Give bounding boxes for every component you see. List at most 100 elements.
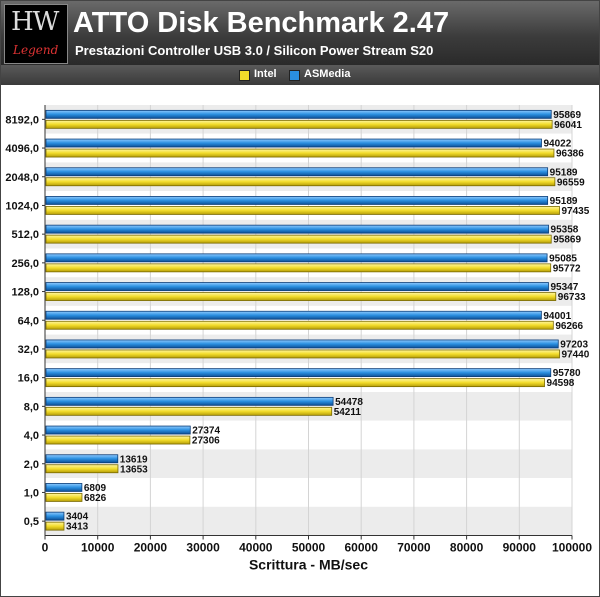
value-label-asmedia: 27374 — [192, 426, 220, 437]
value-label-intel: 95772 — [553, 263, 581, 274]
y-tick-label: 1024,0 — [5, 200, 39, 212]
legend-swatch-intel — [239, 70, 250, 81]
bar-intel — [45, 493, 83, 502]
x-tick-label: 20000 — [134, 541, 168, 555]
y-tick-label: 4096,0 — [5, 143, 39, 155]
value-label-asmedia: 94001 — [543, 311, 571, 322]
bar-intel — [45, 234, 552, 244]
bar-asmedia — [45, 253, 548, 263]
value-label-intel: 96733 — [558, 292, 586, 303]
chart-legend: Intel ASMedia — [1, 65, 599, 85]
value-label-intel: 96559 — [557, 177, 585, 188]
bar-intel — [45, 148, 555, 158]
value-label-intel: 6826 — [84, 493, 107, 504]
x-tick-label: 60000 — [345, 541, 379, 555]
chart-header: HW Legend ATTO Disk Benchmark 2.47 Prest… — [1, 1, 599, 65]
x-tick-label: 50000 — [292, 541, 326, 555]
value-label-asmedia: 97203 — [560, 339, 588, 350]
legend-label-intel: Intel — [254, 68, 277, 80]
bar-intel — [45, 406, 333, 416]
value-label-intel: 97435 — [561, 206, 589, 217]
x-axis-title: Scrittura - MB/sec — [249, 557, 368, 573]
bar-intel — [45, 177, 556, 187]
y-tick-label: 64,0 — [18, 315, 39, 327]
legend-label-asmedia: ASMedia — [304, 68, 351, 80]
bar-intel — [45, 435, 191, 445]
value-label-asmedia: 95358 — [551, 225, 579, 236]
value-label-intel: 94598 — [547, 378, 575, 389]
x-tick-label: 10000 — [81, 541, 115, 555]
x-tick-label: 40000 — [239, 541, 273, 555]
value-label-intel: 96386 — [556, 149, 584, 160]
value-label-intel: 96041 — [554, 120, 582, 131]
y-tick-label: 8,0 — [24, 401, 39, 413]
bar-intel — [45, 378, 545, 388]
value-label-asmedia: 95189 — [550, 196, 578, 207]
value-label-intel: 27306 — [192, 436, 220, 447]
x-tick-label: 90000 — [503, 541, 537, 555]
value-label-intel: 13653 — [120, 464, 148, 475]
bar-asmedia — [45, 454, 119, 464]
y-tick-label: 128,0 — [11, 287, 39, 299]
y-tick-label: 0,5 — [24, 516, 39, 528]
bar-asmedia — [45, 339, 559, 349]
value-label-asmedia: 13619 — [120, 454, 148, 465]
value-label-asmedia: 95869 — [553, 110, 581, 121]
bar-asmedia — [45, 368, 552, 378]
y-tick-label: 16,0 — [18, 373, 39, 385]
value-label-asmedia: 95780 — [553, 368, 581, 379]
y-tick-label: 4,0 — [24, 430, 39, 442]
x-tick-label: 70000 — [397, 541, 431, 555]
value-label-asmedia: 54478 — [335, 397, 363, 408]
bar-asmedia — [45, 483, 83, 492]
y-tick-label: 512,0 — [11, 229, 39, 241]
value-label-intel: 54211 — [334, 407, 362, 418]
value-label-asmedia: 3404 — [66, 512, 89, 523]
bar-asmedia — [45, 138, 542, 148]
bar-intel — [45, 206, 560, 215]
value-label-asmedia: 95189 — [550, 167, 578, 178]
value-label-asmedia: 94022 — [543, 139, 571, 150]
value-label-asmedia: 95085 — [549, 253, 577, 264]
value-label-intel: 95869 — [553, 235, 581, 246]
logo-text: HW — [11, 7, 59, 37]
bar-intel — [45, 292, 557, 301]
x-tick-label: 80000 — [450, 541, 484, 555]
bar-intel — [45, 119, 553, 129]
x-tick-label: 100000 — [552, 541, 592, 555]
bar-asmedia — [45, 511, 65, 521]
bar-intel — [45, 464, 119, 474]
y-tick-label: 32,0 — [18, 344, 39, 356]
logo-subtext: Legend — [13, 43, 59, 57]
value-label-intel: 3413 — [66, 522, 89, 533]
bar-intel — [45, 521, 65, 531]
bar-asmedia — [45, 196, 549, 205]
y-tick-label: 2,0 — [24, 459, 39, 471]
bar-asmedia — [45, 282, 549, 291]
bar-asmedia — [45, 224, 549, 234]
y-tick-label: 8192,0 — [5, 114, 39, 126]
bar-asmedia — [45, 396, 334, 406]
bar-asmedia — [45, 425, 191, 435]
x-tick-label: 30000 — [186, 541, 220, 555]
y-tick-label: 2048,0 — [5, 172, 39, 184]
hwlegend-logo: HW Legend — [4, 4, 68, 64]
x-tick-label: 0 — [42, 541, 49, 555]
value-label-asmedia: 6809 — [84, 483, 107, 494]
bar-intel — [45, 320, 554, 330]
bar-intel — [45, 349, 560, 359]
y-tick-label: 256,0 — [11, 258, 39, 270]
bar-asmedia — [45, 310, 542, 320]
legend-swatch-asmedia — [289, 70, 300, 81]
value-label-intel: 97440 — [562, 349, 590, 360]
value-label-intel: 96266 — [555, 321, 583, 332]
y-tick-label: 1,0 — [24, 487, 39, 499]
bar-asmedia — [45, 109, 552, 119]
chart-title: ATTO Disk Benchmark 2.47 — [73, 7, 450, 39]
chart-subtitle: Prestazioni Controller USB 3.0 / Silicon… — [75, 43, 434, 58]
bar-asmedia — [45, 167, 549, 177]
value-label-asmedia: 95347 — [550, 282, 578, 293]
bar-intel — [45, 263, 552, 273]
